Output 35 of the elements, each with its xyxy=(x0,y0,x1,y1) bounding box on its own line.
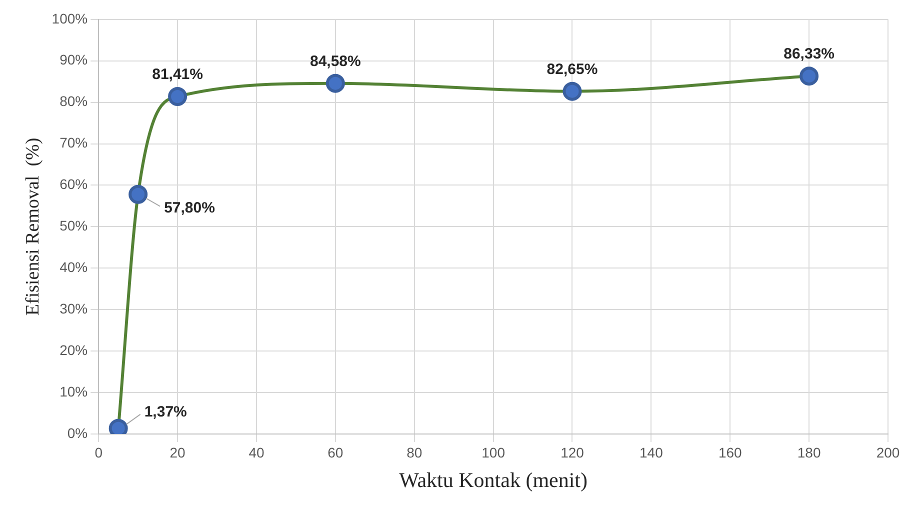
x-axis-title: Waktu Kontak (menit) xyxy=(399,468,588,492)
data-label: 57,80% xyxy=(164,200,215,216)
x-tick-label: 0 xyxy=(94,444,103,460)
y-tick-label: 10% xyxy=(60,383,88,400)
y-tick-label: 30% xyxy=(60,300,88,316)
x-tick-label: 40 xyxy=(248,444,264,460)
x-tick-label: 160 xyxy=(718,444,742,460)
data-label: 86,33% xyxy=(784,46,834,63)
y-tick-label: 20% xyxy=(60,342,88,358)
x-tick-label: 200 xyxy=(876,444,900,460)
y-tick-label: 40% xyxy=(60,259,88,276)
data-label: 81,41% xyxy=(152,66,203,84)
y-axis-title: Efisiensi Removal (%) xyxy=(22,138,44,316)
x-tick-label: 180 xyxy=(797,444,821,460)
x-tick-label: 100 xyxy=(482,444,506,460)
point xyxy=(562,82,582,101)
y-tick-label: 70% xyxy=(60,134,88,151)
x-tick-label: 120 xyxy=(560,444,584,460)
point xyxy=(128,184,148,204)
x-tick-label: 140 xyxy=(640,444,664,460)
point xyxy=(800,66,819,86)
data-label: 82,65% xyxy=(546,60,598,78)
y-tick-label: 80% xyxy=(60,93,88,110)
point xyxy=(168,86,188,106)
data-label: 84,58% xyxy=(310,52,361,70)
y-tick-label: 90% xyxy=(60,52,88,68)
point xyxy=(326,74,345,93)
x-tick-label: 60 xyxy=(328,444,344,460)
data-label: 1,37% xyxy=(144,403,187,420)
y-tick-label: 100% xyxy=(52,10,88,26)
x-tick-label: 80 xyxy=(406,444,422,460)
y-tick-label: 0% xyxy=(67,424,88,441)
y-tick-label: 50% xyxy=(60,218,88,234)
x-tick-label: 20 xyxy=(170,444,186,460)
y-tick-label: 60% xyxy=(60,176,88,192)
